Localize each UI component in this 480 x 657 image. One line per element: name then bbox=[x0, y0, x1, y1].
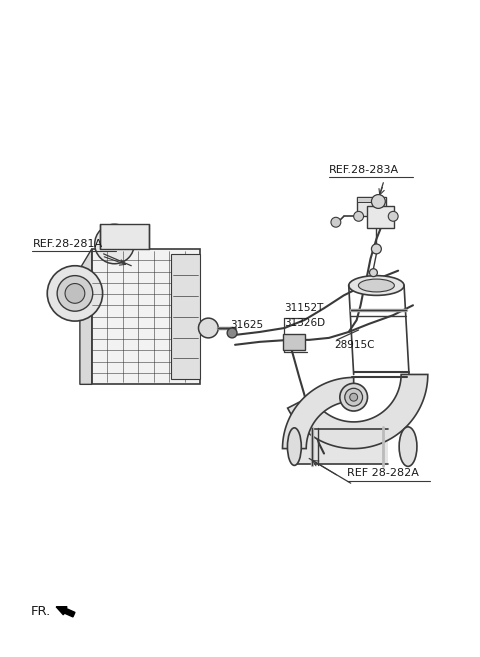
Ellipse shape bbox=[288, 428, 301, 465]
Circle shape bbox=[388, 212, 398, 221]
Circle shape bbox=[372, 244, 381, 254]
Polygon shape bbox=[92, 249, 201, 384]
Text: 28915C: 28915C bbox=[334, 340, 374, 350]
Circle shape bbox=[345, 388, 362, 406]
FancyBboxPatch shape bbox=[171, 254, 201, 379]
Text: 31625: 31625 bbox=[230, 320, 263, 330]
Circle shape bbox=[372, 194, 385, 208]
Polygon shape bbox=[288, 374, 428, 449]
Polygon shape bbox=[283, 377, 354, 449]
Text: 31326D: 31326D bbox=[285, 318, 325, 328]
Text: REF.28-281A: REF.28-281A bbox=[33, 239, 103, 249]
Circle shape bbox=[370, 269, 377, 277]
Text: REF 28-282A: REF 28-282A bbox=[347, 468, 419, 478]
Circle shape bbox=[350, 394, 358, 401]
Bar bbox=[357, 196, 386, 216]
Circle shape bbox=[340, 383, 368, 411]
Circle shape bbox=[95, 224, 134, 263]
Circle shape bbox=[199, 318, 218, 338]
Circle shape bbox=[65, 284, 85, 304]
Ellipse shape bbox=[399, 427, 417, 466]
Circle shape bbox=[47, 265, 103, 321]
Circle shape bbox=[57, 276, 93, 311]
Circle shape bbox=[227, 328, 237, 338]
Ellipse shape bbox=[359, 279, 395, 292]
Circle shape bbox=[331, 217, 341, 227]
Text: 31152T: 31152T bbox=[285, 304, 324, 313]
Polygon shape bbox=[294, 429, 388, 464]
Bar bbox=[284, 334, 305, 350]
Bar bbox=[357, 196, 386, 202]
Bar bbox=[367, 206, 394, 228]
FancyArrow shape bbox=[56, 606, 75, 617]
Polygon shape bbox=[80, 249, 92, 384]
Ellipse shape bbox=[349, 276, 404, 296]
Bar bbox=[100, 224, 149, 249]
Text: REF.28-283A: REF.28-283A bbox=[329, 165, 399, 175]
Text: FR.: FR. bbox=[30, 605, 51, 618]
Circle shape bbox=[354, 212, 363, 221]
